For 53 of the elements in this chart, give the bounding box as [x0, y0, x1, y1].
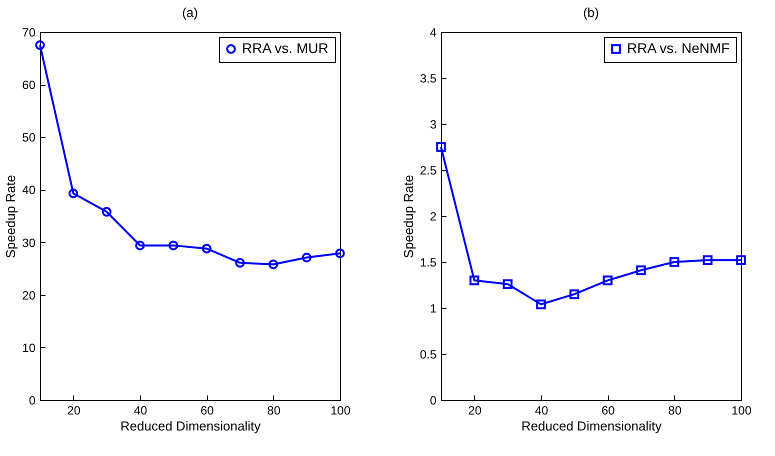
y-tick-label: 0: [28, 394, 36, 408]
point: [502, 279, 513, 289]
y-tick-label: 3.5: [420, 72, 437, 86]
point: [102, 206, 112, 217]
x-tick-label: 20: [67, 404, 81, 418]
x-tick-label: 20: [468, 404, 482, 418]
y-tick-label: 30: [22, 236, 36, 250]
y-tick-label: 1: [430, 302, 437, 316]
y-tick-label: 10: [22, 340, 36, 355]
x-tick-label: 100: [731, 404, 752, 418]
legend-label: RRA vs. NeNMF: [627, 40, 730, 56]
y-tick-label: 0.5: [420, 348, 437, 362]
point: [636, 265, 646, 276]
point: [736, 255, 746, 266]
y-tick-label: 2.5: [420, 164, 437, 178]
y-tick-label: 40: [22, 183, 36, 198]
point: [268, 260, 278, 270]
point: [669, 257, 680, 267]
x-tick-label: 60: [200, 404, 214, 418]
point: [302, 252, 312, 262]
point: [235, 258, 245, 268]
y-tick-label: 0: [430, 394, 437, 408]
x-tick-label: 80: [267, 404, 281, 418]
y-tick-label: 50: [22, 130, 36, 145]
y-tick-label: 20: [22, 288, 36, 302]
point: [436, 142, 446, 152]
x-tick-label: 80: [668, 404, 682, 418]
point: [569, 289, 580, 300]
point: [68, 188, 78, 198]
y-tick-label: 70: [22, 26, 36, 40]
x-tick-label: 40: [134, 404, 148, 418]
legend-label: RRA vs. MUR: [242, 40, 328, 56]
x-axis-title: Reduced Dimensionality: [521, 418, 662, 434]
point: [202, 244, 212, 254]
y-axis-title: Speedup Rate: [3, 174, 18, 258]
y-tick-label: 1.5: [420, 256, 437, 270]
point: [702, 255, 713, 266]
y-axis-title: Speedup Rate: [400, 174, 416, 258]
point: [135, 240, 145, 250]
x-tick-label: 100: [330, 404, 351, 418]
x-tick-label: 40: [534, 404, 548, 418]
y-tick-label: 3: [430, 118, 437, 132]
point: [168, 240, 178, 250]
y-tick-label: 60: [22, 78, 36, 92]
chart-title: (b): [583, 5, 599, 20]
point: [469, 276, 480, 286]
point: [536, 299, 546, 310]
x-tick-label: 60: [601, 404, 616, 418]
y-tick-label: 2: [430, 210, 437, 224]
x-axis-title: Reduced Dimensionality: [120, 418, 262, 434]
point: [602, 276, 613, 286]
y-tick-label: 4: [430, 26, 437, 40]
chart-title: (a): [182, 5, 198, 20]
